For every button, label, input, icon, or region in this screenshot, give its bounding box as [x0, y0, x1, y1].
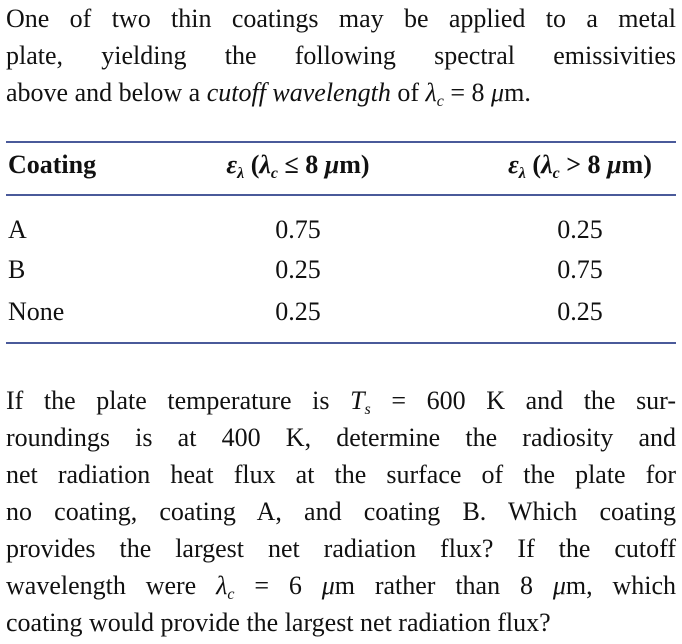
line: provides the largest net radiation flux?…: [6, 530, 676, 567]
symbol: λ: [259, 150, 271, 179]
text: = 6: [234, 571, 322, 600]
text: m rather than 8: [334, 571, 553, 600]
symbol: μ: [324, 150, 340, 179]
line: net radiation heat flux at the surface o…: [6, 456, 676, 493]
symbol: λ: [216, 571, 228, 600]
line: plate, yielding the following spectral e…: [6, 37, 676, 74]
line: wavelength were λc = 6 μm rather than 8 …: [6, 567, 676, 604]
text: > 8: [559, 150, 608, 179]
text: = 600 K and the sur-: [370, 386, 676, 415]
symbol: λ: [541, 150, 553, 179]
cell: 0.75: [557, 255, 603, 284]
line: roundings is at 400 K, determine the rad…: [6, 419, 676, 456]
line: coating would provide the largest net ra…: [6, 604, 676, 641]
text: = 8: [443, 78, 492, 107]
symbol: ε: [226, 150, 238, 179]
text: above and below a: [6, 78, 207, 107]
symbol: μ: [491, 78, 505, 107]
line: no coating, coating A, and coating B. Wh…: [6, 493, 676, 530]
text: no coating, coating A, and coating B. Wh…: [6, 497, 676, 526]
header-cell: Coating: [8, 147, 96, 183]
text: One of two thin coatings may be applied …: [6, 4, 676, 33]
header-cell: ελ (λc > 8 μm): [508, 147, 652, 183]
text: m): [621, 150, 652, 179]
line: One of two thin coatings may be applied …: [6, 0, 676, 37]
subscript: c: [552, 165, 560, 182]
table-rule: [6, 194, 676, 196]
text: cutoff wavelength: [206, 78, 391, 107]
cell: B: [8, 255, 26, 284]
symbol: μ: [607, 150, 622, 179]
subscript: s: [364, 401, 371, 418]
text: m): [339, 150, 370, 179]
text: ≤ 8: [278, 150, 325, 179]
symbol: T: [350, 386, 365, 415]
symbol: ε: [508, 150, 519, 179]
cell: None: [8, 297, 65, 326]
text: m.: [504, 78, 531, 107]
symbol: μ: [552, 571, 566, 600]
cell: 0.25: [557, 297, 603, 326]
cell: 0.25: [275, 297, 321, 326]
cell: 0.25: [557, 215, 603, 244]
text: If the plate temperature is: [6, 386, 351, 415]
text: Coating: [8, 150, 97, 179]
question: If the plate temperature is Ts = 600 K a…: [6, 382, 676, 641]
subscript: λ: [518, 165, 526, 182]
table-rule: [6, 141, 676, 143]
symbol: λ: [425, 78, 437, 107]
text: of: [390, 78, 426, 107]
subscript: c: [227, 586, 235, 603]
subscript: c: [436, 93, 444, 110]
text: provides the largest net radiation flux?…: [6, 534, 676, 563]
text: roundings is at 400 K, determine the rad…: [6, 423, 676, 452]
table-rule: [6, 342, 676, 344]
header-cell: ελ (λc ≤ 8 μm): [226, 147, 369, 183]
text: net radiation heat flux at the surface o…: [6, 460, 676, 489]
subscript: c: [270, 165, 279, 182]
intro: One of two thin coatings may be applied …: [6, 0, 676, 111]
cell: 0.25: [275, 255, 321, 284]
line: above and below a cutoff wavelength of λ…: [6, 74, 676, 111]
cell: A: [8, 215, 27, 244]
text: (: [244, 150, 260, 179]
cell: 0.75: [275, 215, 321, 244]
symbol: μ: [321, 571, 335, 600]
text: m, which: [565, 571, 676, 600]
text: (: [525, 150, 542, 179]
text: wavelength were: [6, 571, 217, 600]
text: coating would provide the largest net ra…: [6, 608, 551, 637]
text: plate, yielding the following spectral e…: [6, 41, 676, 70]
line: If the plate temperature is Ts = 600 K a…: [6, 382, 676, 419]
subscript: λ: [237, 165, 245, 182]
